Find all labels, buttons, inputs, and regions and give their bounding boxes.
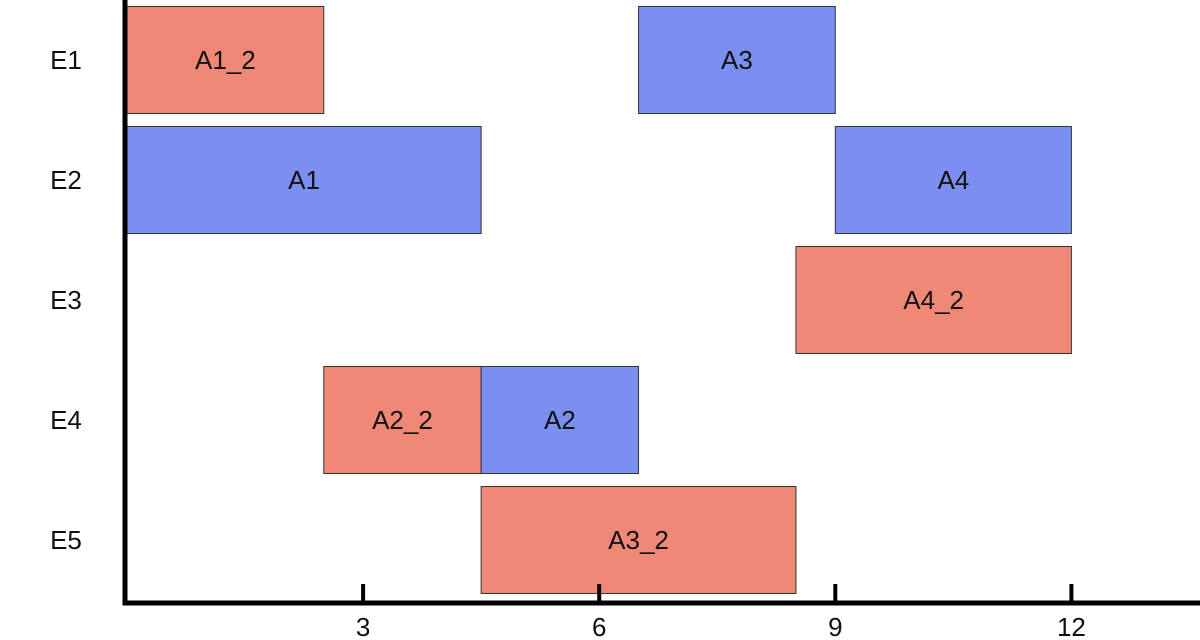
bar-a4: [834, 126, 1072, 234]
bar-label: A4: [937, 165, 969, 195]
row-labels-layer: E1 E2 E3 E4 E5: [50, 45, 82, 555]
bar-label: A2: [544, 405, 576, 435]
bar-a4-2: [795, 246, 1072, 354]
row-label-e2: E2: [50, 165, 82, 195]
x-tick-label: 9: [828, 612, 842, 640]
bar-label: A3: [721, 45, 753, 75]
bar-label: A1: [288, 165, 320, 195]
bar-labels-layer: A1_2 A3 A1 A4 A4_2 A2_2 A2 A3_2: [195, 45, 969, 555]
bar-label: A1_2: [195, 45, 256, 75]
row-label-e5: E5: [50, 525, 82, 555]
bar-label: A3_2: [608, 525, 669, 555]
x-tick-label: 12: [1057, 612, 1086, 640]
x-tick-label: 3: [356, 612, 370, 640]
row-label-e1: E1: [50, 45, 82, 75]
bar-label: A2_2: [372, 405, 433, 435]
axes-layer: 3 6 9 12: [122, 0, 1200, 640]
bar-a2: [480, 366, 640, 474]
bar-a1-2: [126, 6, 325, 114]
bars-layer: [126, 6, 1072, 594]
bar-a1: [126, 126, 482, 234]
bar-a3-2: [480, 486, 797, 594]
x-tick-label: 6: [592, 612, 606, 640]
row-label-e4: E4: [50, 405, 82, 435]
row-label-e3: E3: [50, 285, 82, 315]
bar-a2-2: [323, 366, 482, 474]
bar-a3: [638, 6, 836, 114]
bar-label: A4_2: [903, 285, 964, 315]
